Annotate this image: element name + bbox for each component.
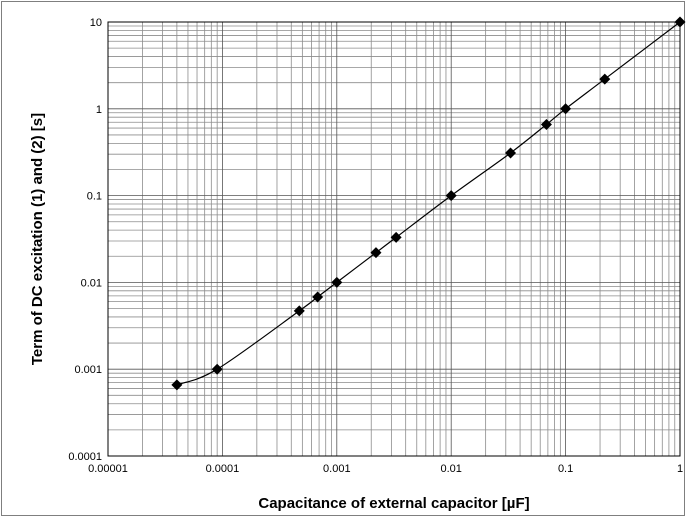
data-point-marker <box>293 305 305 317</box>
data-point-marker <box>390 231 402 243</box>
y-tick-label: 0.01 <box>81 277 102 289</box>
y-tick-label: 0.1 <box>87 191 102 203</box>
x-tick-label: 1 <box>677 463 683 475</box>
x-tick-label: 0.1 <box>558 463 573 475</box>
data-point-marker <box>331 276 343 288</box>
y-axis-title: Term of DC excitation (1) and (2) [s] <box>29 113 46 365</box>
x-tick-labels: 0.00001 0.0001 0.001 0.01 0.1 1 <box>88 463 683 475</box>
data-point-marker <box>370 247 382 259</box>
data-point-marker <box>540 118 552 130</box>
data-point-marker <box>445 190 457 202</box>
data-point-marker <box>505 147 517 159</box>
data-point-marker <box>211 363 223 375</box>
y-tick-label: 0.001 <box>74 364 102 376</box>
data-point-marker <box>674 16 686 28</box>
x-tick-label: 0.00001 <box>88 463 128 475</box>
x-tick-label: 0.001 <box>323 463 351 475</box>
data-point-marker <box>312 291 324 303</box>
y-tick-labels: 0.0001 0.001 0.01 0.1 1 10 <box>68 17 102 463</box>
y-tick-label: 1 <box>96 104 102 116</box>
data-point-marker <box>599 73 611 85</box>
x-tick-label: 0.0001 <box>206 463 240 475</box>
plot-area-border <box>107 21 681 457</box>
minor-grid <box>108 22 680 456</box>
x-tick-label: 0.01 <box>440 463 461 475</box>
data-point-marker <box>560 103 572 115</box>
x-axis-title: Capacitance of external capacitor [µF] <box>258 495 529 512</box>
y-tick-label: 10 <box>90 17 102 29</box>
data-point-marker <box>171 379 183 391</box>
data-markers <box>171 16 686 391</box>
y-tick-label: 0.0001 <box>68 451 102 463</box>
